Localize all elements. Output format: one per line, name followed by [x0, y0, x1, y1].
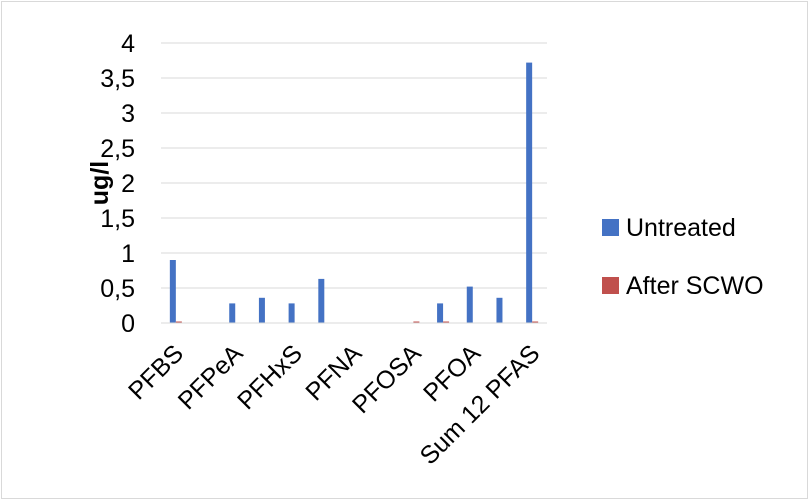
bar-untreated-3: [258, 297, 265, 323]
bars: [169, 62, 539, 323]
legend-label-untreated: Untreated: [626, 214, 736, 242]
bar-after-scwo-9: [443, 321, 450, 323]
y-tick-label: 0,5: [100, 275, 135, 303]
bar-untreated-10: [466, 286, 473, 323]
gridlines: [161, 42, 547, 289]
y-axis-title: ug/l: [86, 161, 114, 205]
bar-after-scwo-12: [532, 321, 539, 323]
legend-label-after-scwo: After SCWO: [626, 272, 764, 300]
bar-untreated-4: [288, 303, 295, 323]
y-tick-label: 0: [121, 310, 135, 338]
y-tick-label: 2: [121, 170, 135, 198]
y-tick-label: 3: [121, 100, 135, 128]
bar-untreated-0: [169, 260, 176, 323]
legend-swatch-untreated: [602, 219, 619, 236]
y-tick-label: 3,5: [100, 65, 135, 93]
bar-after-scwo-0: [175, 321, 182, 323]
bar-untreated-2: [229, 303, 236, 323]
bar-untreated-12: [526, 62, 533, 323]
bar-untreated-5: [318, 278, 325, 323]
legend-swatch-after-scwo: [602, 277, 619, 294]
y-tick-label: 1,5: [100, 205, 135, 233]
y-tick-label: 1: [121, 240, 135, 268]
x-tick-label: PFPeA: [173, 339, 249, 415]
y-tick-label: 2,5: [100, 135, 135, 163]
legend: Untreated After SCWO: [602, 214, 764, 300]
bar-after-scwo-8: [413, 321, 420, 323]
x-tick-label: PFHxS: [232, 339, 308, 415]
bar-untreated-11: [496, 297, 503, 323]
labels: 00,511,522,533,54PFBSPFPeAPFHxSPFNAPFOSA…: [100, 30, 545, 470]
bar-untreated-9: [437, 303, 444, 323]
y-tick-label: 4: [121, 30, 135, 58]
